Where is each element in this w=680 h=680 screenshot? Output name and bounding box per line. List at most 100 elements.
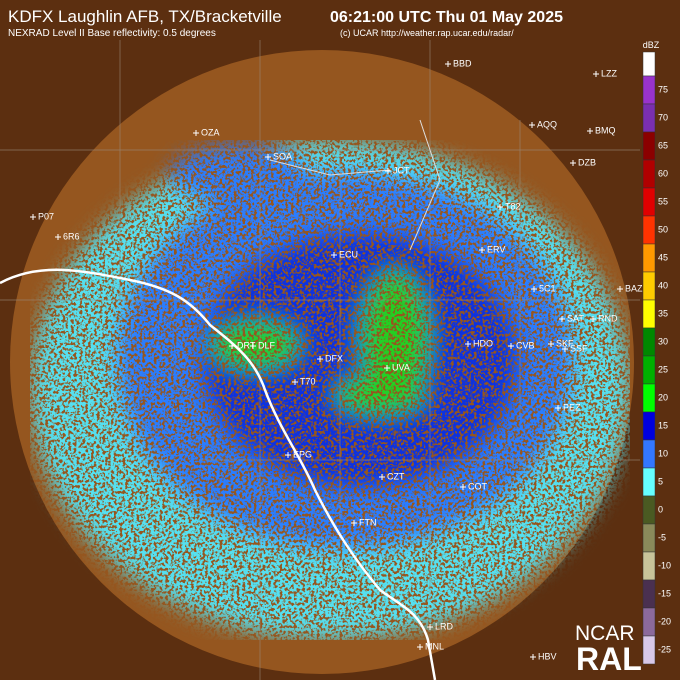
- legend-swatch: [642, 467, 656, 497]
- station-label: AQQ: [537, 119, 557, 129]
- station-marker: [570, 160, 576, 166]
- legend-label: 10: [658, 448, 668, 458]
- station-label: 5C1: [539, 283, 556, 293]
- station-label: JCT: [393, 165, 410, 175]
- legend-label: -20: [658, 616, 671, 626]
- station-marker: [250, 343, 256, 349]
- station-marker: [593, 71, 599, 77]
- station-label: SSF: [570, 343, 588, 353]
- station-marker: [508, 343, 514, 349]
- station-marker: [317, 356, 323, 362]
- station-label: DRT: [237, 340, 256, 350]
- station-label: COT: [468, 481, 488, 491]
- legend: 757065605550454035302520151050-5-10-15-2…: [642, 51, 671, 665]
- station-marker: [229, 343, 235, 349]
- legend-swatch: [642, 411, 656, 441]
- station-marker: [193, 130, 199, 136]
- station-marker: [460, 484, 466, 490]
- station-marker: [548, 341, 554, 347]
- station-label: LRD: [435, 621, 454, 631]
- legend-swatch: [642, 579, 656, 609]
- legend-swatch: [642, 607, 656, 637]
- echoes: [30, 140, 630, 640]
- legend-label: -10: [658, 560, 671, 570]
- legend-swatch: [642, 327, 656, 357]
- station-label: OZA: [201, 127, 220, 137]
- station-marker: [590, 316, 596, 322]
- legend-label: 65: [658, 140, 668, 150]
- legend-swatch: [642, 131, 656, 161]
- station-marker: [292, 379, 298, 385]
- legend-label: -15: [658, 588, 671, 598]
- station-label: DFX: [325, 353, 343, 363]
- title: KDFX Laughlin AFB, TX/Bracketville: [8, 7, 282, 26]
- station-label: BAZ: [625, 283, 643, 293]
- station-marker: [479, 247, 485, 253]
- legend-label: 50: [658, 224, 668, 234]
- legend-swatch: [642, 51, 656, 77]
- legend-swatch: [642, 299, 656, 329]
- station-label: CZT: [387, 471, 405, 481]
- legend-label: 0: [658, 504, 663, 514]
- station-label: HBV: [538, 651, 557, 661]
- station-label: DZB: [578, 157, 596, 167]
- legend-label: 5: [658, 476, 663, 486]
- station-label: T82: [505, 201, 521, 211]
- legend-swatch: [642, 523, 656, 553]
- station-label: SKF: [556, 338, 574, 348]
- station-marker: [384, 365, 390, 371]
- station-label: T70: [300, 376, 316, 386]
- station-marker: [265, 154, 271, 160]
- stations: BBD LZZ OZA AQQ BMQ SOA JCT DZB P07 T82 6R6 ERV ECU 5…: [30, 58, 643, 661]
- station-marker: [285, 452, 291, 458]
- legend-swatch: [642, 355, 656, 385]
- station-marker: [385, 168, 391, 174]
- legend-label: 75: [658, 84, 668, 94]
- legend-swatch: [642, 187, 656, 217]
- station-label: DLF: [258, 340, 276, 350]
- station-marker: [465, 341, 471, 347]
- station-label: SAT: [567, 313, 584, 323]
- station-marker: [417, 644, 423, 650]
- subtitle: NEXRAD Level II Base reflectivity: 0.5 d…: [8, 28, 216, 39]
- legend-swatch: [642, 635, 656, 665]
- legend-label: 35: [658, 308, 668, 318]
- county-lines: [0, 40, 640, 680]
- station-label: BMQ: [595, 125, 616, 135]
- station-marker: [379, 474, 385, 480]
- timestamp: 06:21:00 UTC Thu 01 May 2025: [330, 9, 563, 26]
- legend-label: -25: [658, 644, 671, 654]
- station-marker: [559, 316, 565, 322]
- legend-swatch: [642, 75, 656, 105]
- station-marker: [445, 61, 451, 67]
- station-marker: [427, 624, 433, 630]
- legend-swatch: [642, 383, 656, 413]
- station-label: CVB: [516, 340, 535, 350]
- station-label: UVA: [392, 362, 410, 372]
- station-marker: [530, 654, 536, 660]
- station-marker: [617, 286, 623, 292]
- station-label: LZZ: [601, 68, 618, 78]
- legend-label: 55: [658, 196, 668, 206]
- station-label: ECU: [339, 249, 358, 259]
- legend-swatch: [642, 439, 656, 469]
- station-label: MNL: [425, 641, 444, 651]
- legend-swatch: [642, 215, 656, 245]
- station-marker: [529, 122, 535, 128]
- legend-label: 15: [658, 420, 668, 430]
- station-label: PEZ: [563, 402, 581, 412]
- station-label: FTN: [359, 517, 377, 527]
- station-marker: [555, 405, 561, 411]
- legend-swatch: [642, 243, 656, 273]
- station-marker: [55, 234, 61, 240]
- legend-label: 70: [658, 112, 668, 122]
- station-marker: [497, 204, 503, 210]
- station-marker: [531, 286, 537, 292]
- station-label: HDO: [473, 338, 493, 348]
- river: [0, 268, 437, 680]
- legend-swatch: [642, 495, 656, 525]
- legend-swatch: [642, 551, 656, 581]
- station-label: RND: [598, 313, 618, 323]
- station-label: P07: [38, 211, 54, 221]
